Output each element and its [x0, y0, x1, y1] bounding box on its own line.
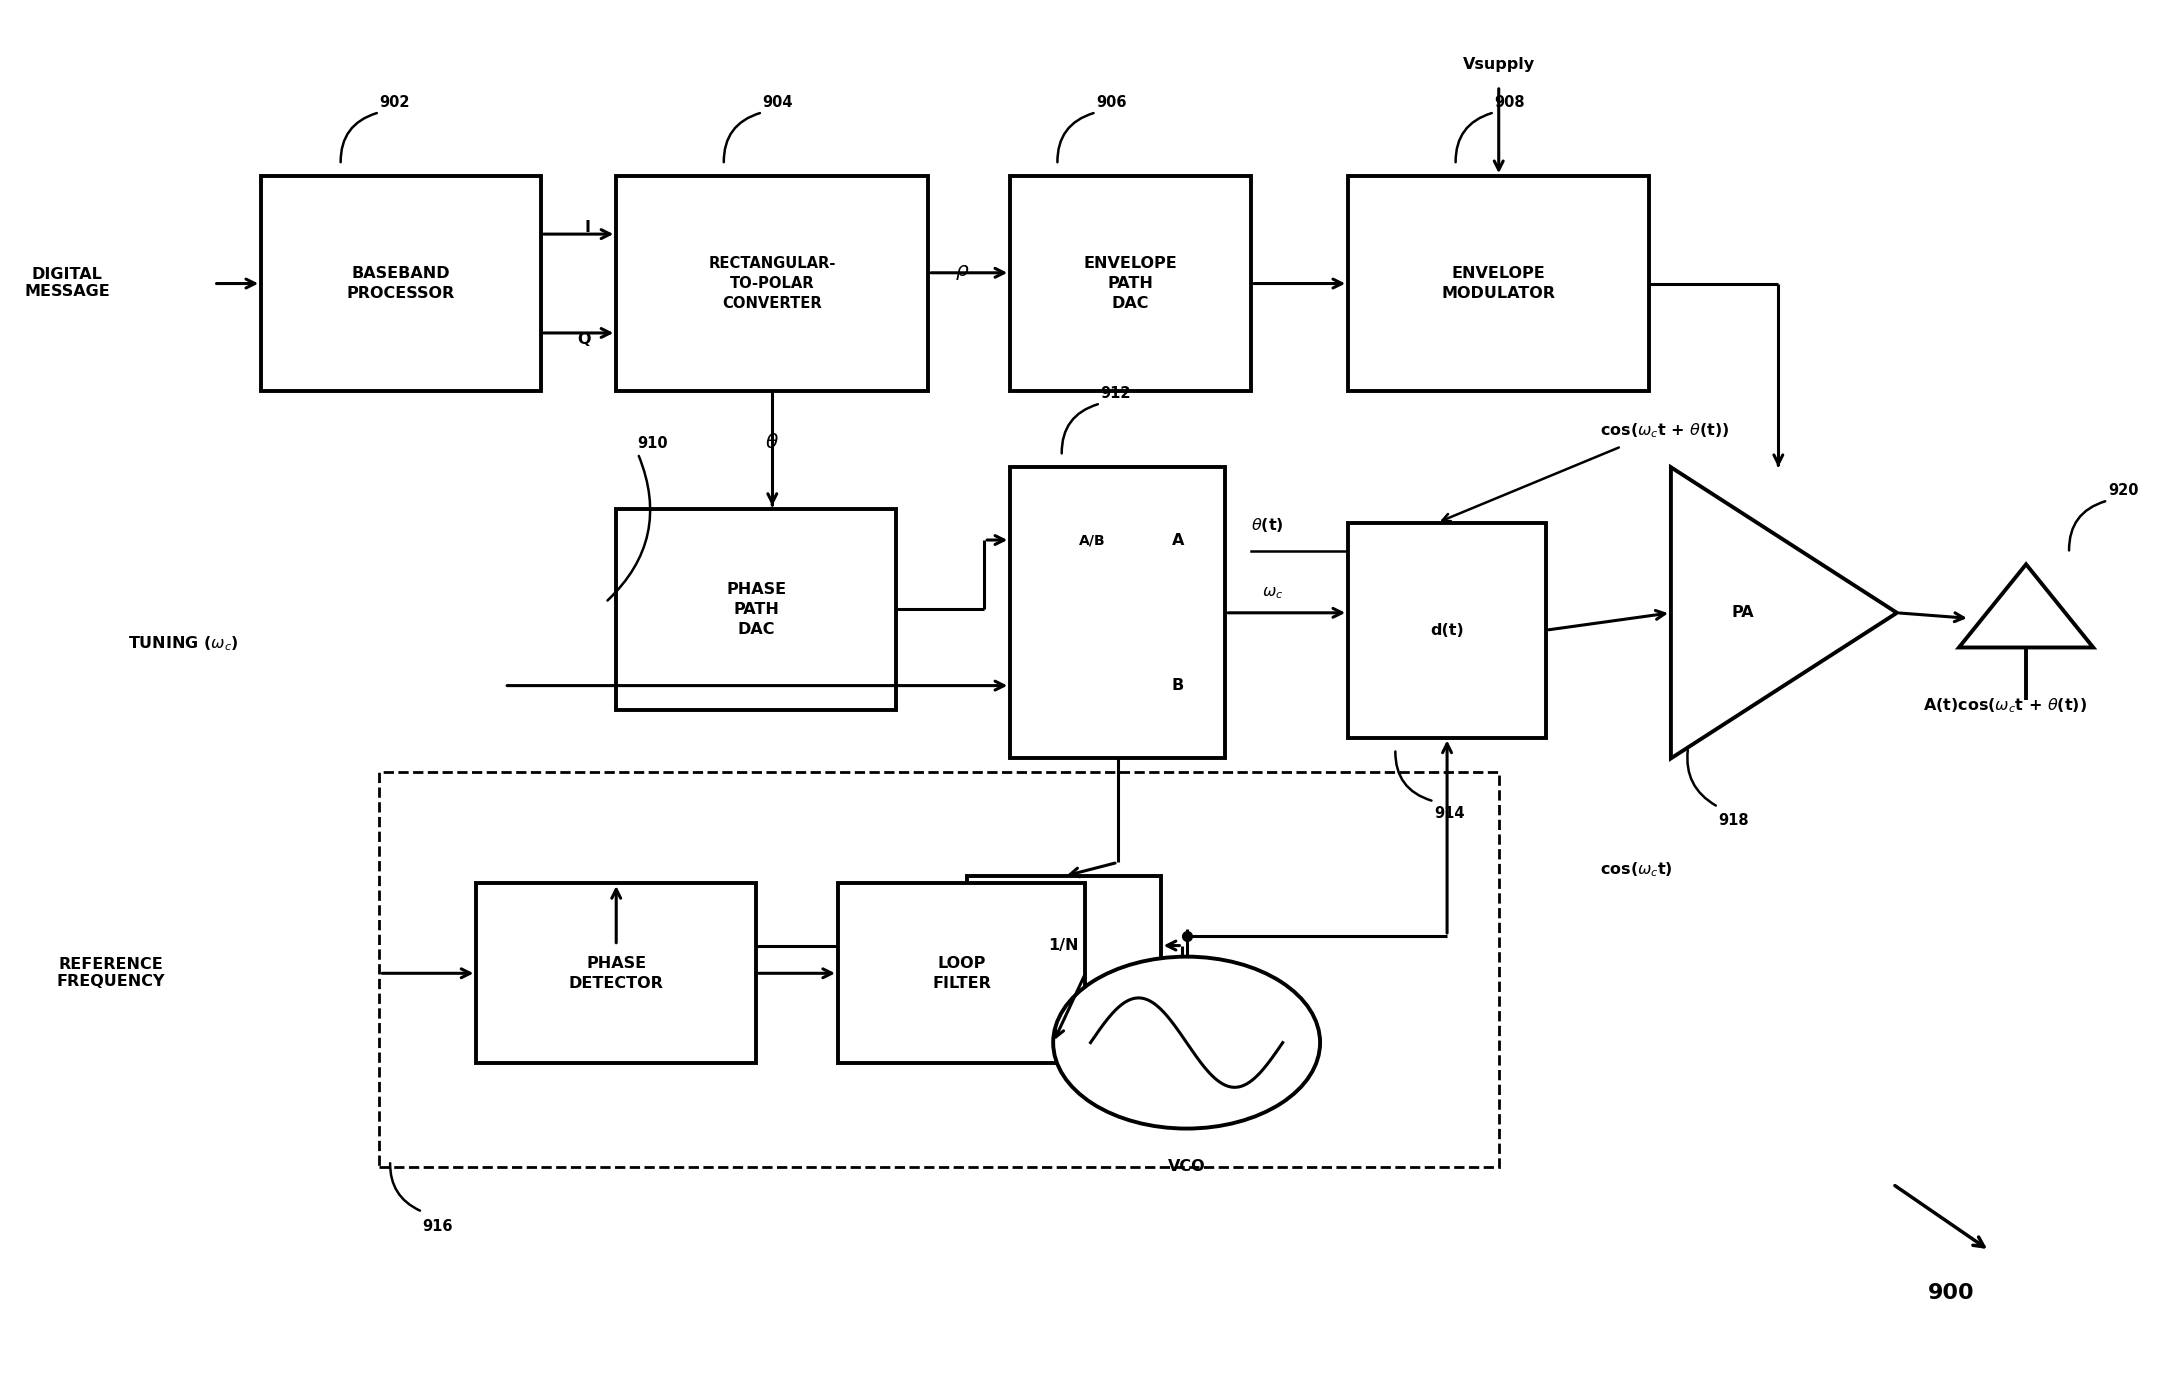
Bar: [380, 773, 1498, 1168]
Text: BASEBAND
PROCESSOR: BASEBAND PROCESSOR: [347, 266, 455, 301]
Bar: [837, 883, 1085, 1063]
Text: 910: 910: [639, 436, 669, 451]
Text: 908: 908: [1495, 95, 1526, 110]
Text: A/B: A/B: [1079, 533, 1105, 547]
Text: PHASE
DETECTOR: PHASE DETECTOR: [570, 956, 665, 991]
Text: RECTANGULAR-
TO-POLAR
CONVERTER: RECTANGULAR- TO-POLAR CONVERTER: [708, 256, 835, 310]
Text: 916: 916: [423, 1219, 453, 1233]
Text: d(t): d(t): [1431, 622, 1463, 638]
Bar: [1010, 175, 1252, 391]
Text: Vsupply: Vsupply: [1463, 57, 1534, 72]
Text: REFERENCE
FREQUENCY: REFERENCE FREQUENCY: [56, 958, 166, 990]
Bar: [1349, 175, 1649, 391]
Text: B: B: [1172, 678, 1185, 693]
Text: VCO: VCO: [1167, 1160, 1206, 1173]
Text: cos($\omega_c$t + $\theta$(t)): cos($\omega_c$t + $\theta$(t)): [1599, 420, 1729, 440]
Text: A: A: [1172, 533, 1185, 547]
Text: I: I: [585, 220, 591, 235]
Polygon shape: [1670, 468, 1897, 759]
Text: ENVELOPE
PATH
DAC: ENVELOPE PATH DAC: [1083, 256, 1178, 310]
Text: 918: 918: [1718, 813, 1748, 828]
Text: PHASE
PATH
DAC: PHASE PATH DAC: [725, 582, 786, 636]
Bar: [1010, 468, 1226, 759]
Text: A(t)cos($\omega_c$t + $\theta$(t)): A(t)cos($\omega_c$t + $\theta$(t)): [1923, 696, 2087, 715]
Text: 914: 914: [1435, 806, 1465, 821]
Text: ENVELOPE
MODULATOR: ENVELOPE MODULATOR: [1442, 266, 1556, 301]
Text: $\omega_c$: $\omega_c$: [1262, 586, 1284, 601]
Bar: [477, 883, 755, 1063]
Text: Q: Q: [576, 331, 591, 347]
Bar: [967, 876, 1161, 1015]
Bar: [1349, 522, 1545, 738]
Text: 904: 904: [762, 95, 794, 110]
Text: 1/N: 1/N: [1049, 938, 1079, 954]
Bar: [617, 509, 896, 710]
Text: 920: 920: [2108, 483, 2139, 498]
Text: PA: PA: [1733, 606, 1754, 621]
Text: LOOP
FILTER: LOOP FILTER: [932, 956, 991, 991]
Text: cos($\omega_c$t): cos($\omega_c$t): [1599, 860, 1672, 878]
Bar: [261, 175, 542, 391]
Text: $\theta$: $\theta$: [766, 433, 779, 451]
Text: DIGITAL
MESSAGE: DIGITAL MESSAGE: [24, 267, 110, 299]
Text: $\rho$: $\rho$: [956, 263, 971, 283]
Text: $\theta$(t): $\theta$(t): [1252, 516, 1284, 535]
Bar: [617, 175, 928, 391]
Text: TUNING ($\omega_c$): TUNING ($\omega_c$): [127, 633, 237, 653]
Text: 902: 902: [380, 95, 410, 110]
Text: 906: 906: [1096, 95, 1126, 110]
Text: 900: 900: [1927, 1283, 1975, 1303]
Text: 912: 912: [1101, 386, 1131, 401]
Circle shape: [1053, 956, 1321, 1129]
